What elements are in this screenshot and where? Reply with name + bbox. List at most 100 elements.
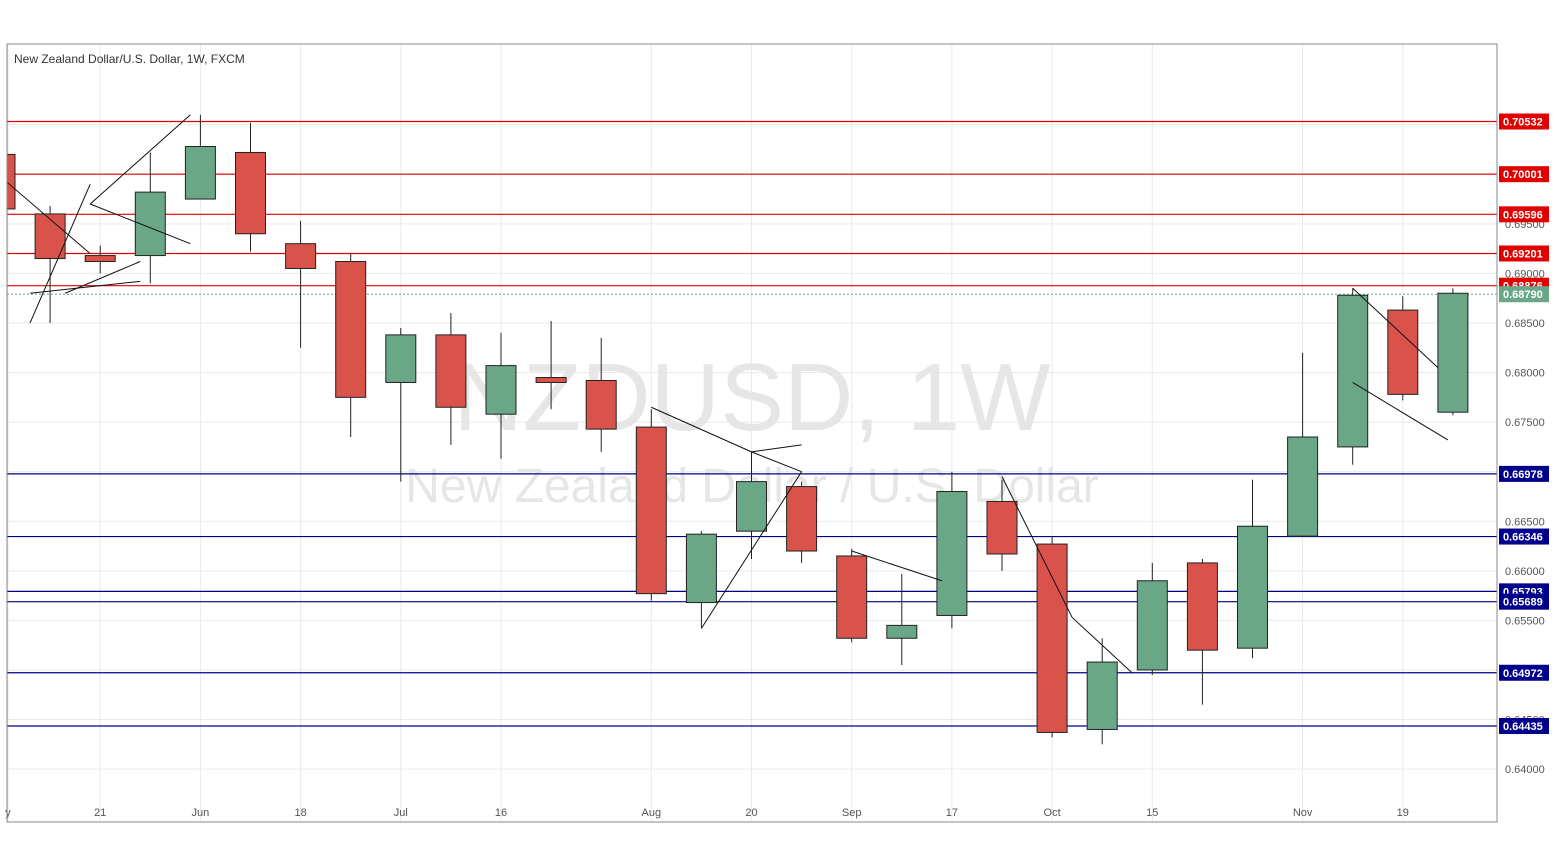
candle-body: [986, 500, 1018, 555]
x-tick-label: Sep: [842, 807, 862, 819]
candle-bearish: [285, 220, 317, 348]
candle-body: [1136, 580, 1168, 671]
candle-body: [335, 261, 367, 398]
candle-bearish: [435, 313, 467, 445]
x-tick-label: 20: [745, 807, 757, 819]
trend-line: [751, 444, 802, 453]
last-price-label-text: 0.68790: [1503, 289, 1543, 301]
candle-body: [1086, 661, 1118, 730]
price-label-text: 0.64972: [1503, 668, 1543, 680]
trend-line: [1001, 476, 1073, 618]
candle-bullish: [1237, 479, 1268, 659]
price-label-text: 0.70001: [1503, 169, 1543, 181]
candle-body: [535, 377, 567, 383]
candle-bullish: [1086, 638, 1118, 745]
y-tick-label: 0.68500: [1505, 318, 1545, 330]
candle-body: [736, 481, 767, 532]
candle-bullish: [1287, 352, 1319, 537]
price-label-box: [1499, 593, 1549, 610]
trend-line: [1071, 617, 1133, 674]
y-tick-label: 0.66500: [1505, 516, 1545, 528]
x-tick-label: Jun: [192, 807, 210, 819]
candle-body: [485, 365, 517, 415]
candle-body: [285, 243, 317, 269]
candle-bearish: [7, 153, 16, 210]
candle-body: [84, 255, 116, 263]
price-label-box: [1499, 528, 1549, 545]
chart-title: New Zealand Dollar/U.S. Dollar, 1W, FXCM: [14, 52, 245, 66]
x-tick-label: Oct: [1044, 807, 1061, 819]
x-tick-label: 18: [294, 807, 306, 819]
candle-bullish: [886, 573, 918, 666]
candle-body: [435, 334, 467, 408]
candle-bearish: [235, 122, 266, 252]
candle-bullish: [184, 114, 216, 200]
x-tick-label: 16: [495, 807, 507, 819]
candle-bullish: [685, 531, 717, 629]
candle-body: [385, 334, 417, 383]
trend-line: [7, 181, 91, 254]
y-tick-label: 0.65500: [1505, 615, 1545, 627]
x-tick-label: Jul: [394, 807, 408, 819]
candle-body: [1387, 309, 1419, 395]
candle-body: [836, 555, 868, 639]
candle-bearish: [1387, 296, 1419, 401]
candle-body: [936, 491, 968, 616]
trend-line: [64, 261, 141, 294]
price-label-box: [1499, 113, 1549, 130]
trend-line: [30, 280, 141, 294]
candle-bearish: [585, 337, 617, 452]
price-label-text: 0.69596: [1503, 209, 1543, 221]
trend-line: [651, 406, 752, 453]
candle-bullish: [1337, 288, 1369, 465]
x-tick-label: Nov: [1293, 807, 1313, 819]
candle-bearish: [1186, 558, 1218, 705]
price-label-box: [1499, 465, 1549, 482]
candle-bearish: [836, 549, 868, 643]
candle-bearish: [986, 479, 1018, 571]
x-tick-label: 19: [1397, 807, 1409, 819]
candles: [7, 114, 1469, 745]
candle-body: [585, 379, 617, 430]
candle-body: [1186, 562, 1218, 651]
price-labels: 0.705320.700010.695960.692010.688760.669…: [1499, 113, 1549, 735]
candle-bearish: [1036, 536, 1068, 738]
trend-line: [700, 471, 803, 629]
candle-body: [1437, 292, 1469, 413]
trend-line: [29, 183, 91, 324]
trend-line: [851, 550, 943, 582]
price-label-box: [1499, 245, 1549, 262]
price-label-text: 0.65689: [1503, 597, 1543, 609]
price-label-text: 0.69201: [1503, 248, 1543, 260]
trend-line: [1352, 382, 1449, 441]
x-tick-label: y: [5, 807, 11, 819]
price-label-box: [1499, 206, 1549, 223]
candle-body: [1337, 294, 1369, 448]
candle-bearish: [335, 253, 367, 437]
y-tick-label: 0.67500: [1505, 417, 1545, 429]
trend-line: [89, 114, 191, 205]
candle-bearish: [84, 245, 116, 274]
trend-line: [1352, 287, 1439, 368]
x-tick-label: 21: [94, 807, 106, 819]
price-label-text: 0.70532: [1503, 117, 1543, 129]
price-label-text: 0.64435: [1503, 721, 1543, 733]
candle-body: [235, 151, 266, 235]
candle-body: [184, 146, 216, 200]
candle-body: [635, 426, 667, 595]
candle-bullish: [385, 327, 417, 482]
last-price-label-box: [1499, 286, 1549, 303]
candle-bearish: [786, 481, 818, 563]
price-label-text: 0.66978: [1503, 469, 1543, 481]
y-tick-label: 0.66000: [1505, 566, 1545, 578]
y-tick-label: 0.64000: [1505, 764, 1545, 776]
candle-bearish: [535, 321, 567, 410]
candle-body: [786, 486, 818, 552]
candle-bearish: [635, 409, 667, 601]
y-tick-label: 0.68000: [1505, 368, 1545, 380]
price-label-box: [1499, 718, 1549, 735]
x-tick-label: 15: [1146, 807, 1158, 819]
price-label-box: [1499, 166, 1549, 183]
